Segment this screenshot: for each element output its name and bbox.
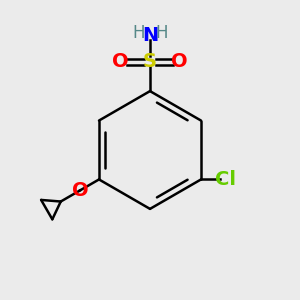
Text: Cl: Cl <box>214 170 236 189</box>
Text: S: S <box>143 52 157 71</box>
Text: O: O <box>112 52 129 71</box>
Text: O: O <box>72 181 88 200</box>
Text: H: H <box>133 24 145 42</box>
Text: H: H <box>155 24 167 42</box>
Text: N: N <box>142 26 158 45</box>
Text: O: O <box>171 52 188 71</box>
